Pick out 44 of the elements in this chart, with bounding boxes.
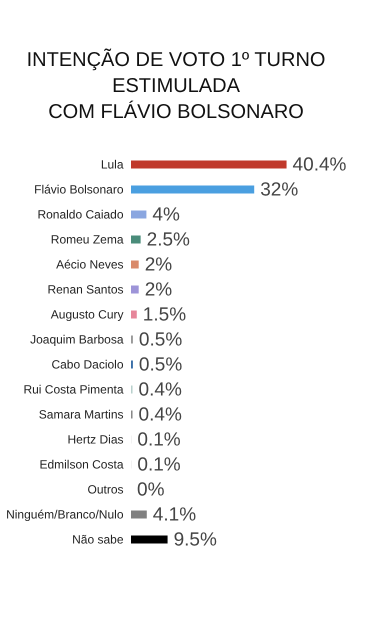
data-label: 2% <box>144 254 172 276</box>
data-label: 4% <box>152 204 180 226</box>
bar <box>131 236 141 244</box>
y-tick-label: Ronaldo Caiado <box>37 208 124 222</box>
bar <box>131 210 146 218</box>
bar <box>131 536 168 544</box>
data-label: 1.5% <box>142 304 186 326</box>
y-tick-label: Flávio Bolsonaro <box>34 182 124 196</box>
data-label: 2% <box>144 280 172 300</box>
y-tick-label: Joaquim Barbosa <box>30 332 124 346</box>
text: INTENÇÃO DE VOTO 1º TURNO <box>26 49 326 71</box>
text: COM FLÁVIO BOLSONARO <box>48 101 304 123</box>
y-tick-label: Não sabe <box>72 532 124 546</box>
y-tick-label: Samara Martins <box>38 408 124 422</box>
data-label: 32% <box>260 180 298 200</box>
data-label: 2.5% <box>146 230 190 250</box>
data-label: 40.4% <box>292 154 347 176</box>
y-tick-label: Edmilson Costa <box>39 458 124 472</box>
data-label: 0.5% <box>138 354 182 376</box>
bar <box>131 160 287 168</box>
bar <box>131 260 139 268</box>
bar <box>131 186 254 194</box>
data-label: 0% <box>137 480 165 500</box>
y-tick-label: Romeu Zema <box>50 232 124 246</box>
y-tick-label: Rui Costa Pimenta <box>23 382 124 396</box>
data-label: 0.1% <box>137 430 181 450</box>
data-label: 4.1% <box>152 504 196 526</box>
data-label: 0.4% <box>138 380 182 400</box>
data-label: 0.1% <box>137 454 181 476</box>
y-tick-label: Outros <box>87 482 124 496</box>
data-label: 0.5% <box>138 330 182 350</box>
y-tick-label: Cabo Daciolo <box>51 358 124 372</box>
y-tick-label: Augusto Cury <box>50 308 124 322</box>
text: ESTIMULADA <box>112 75 240 97</box>
data-label: 0.4% <box>138 404 182 426</box>
y-tick-label: Lula <box>100 158 124 172</box>
bar <box>131 510 147 518</box>
data-label: 9.5% <box>174 530 217 550</box>
bar <box>131 286 139 294</box>
y-tick-label: Renan Santos <box>47 282 124 296</box>
y-tick-label: Hertz Dias <box>67 432 124 446</box>
bar <box>131 310 137 318</box>
y-tick-label: Ninguém/Branco/Nulo <box>6 508 124 522</box>
y-tick-label: Aécio Neves <box>56 258 124 272</box>
